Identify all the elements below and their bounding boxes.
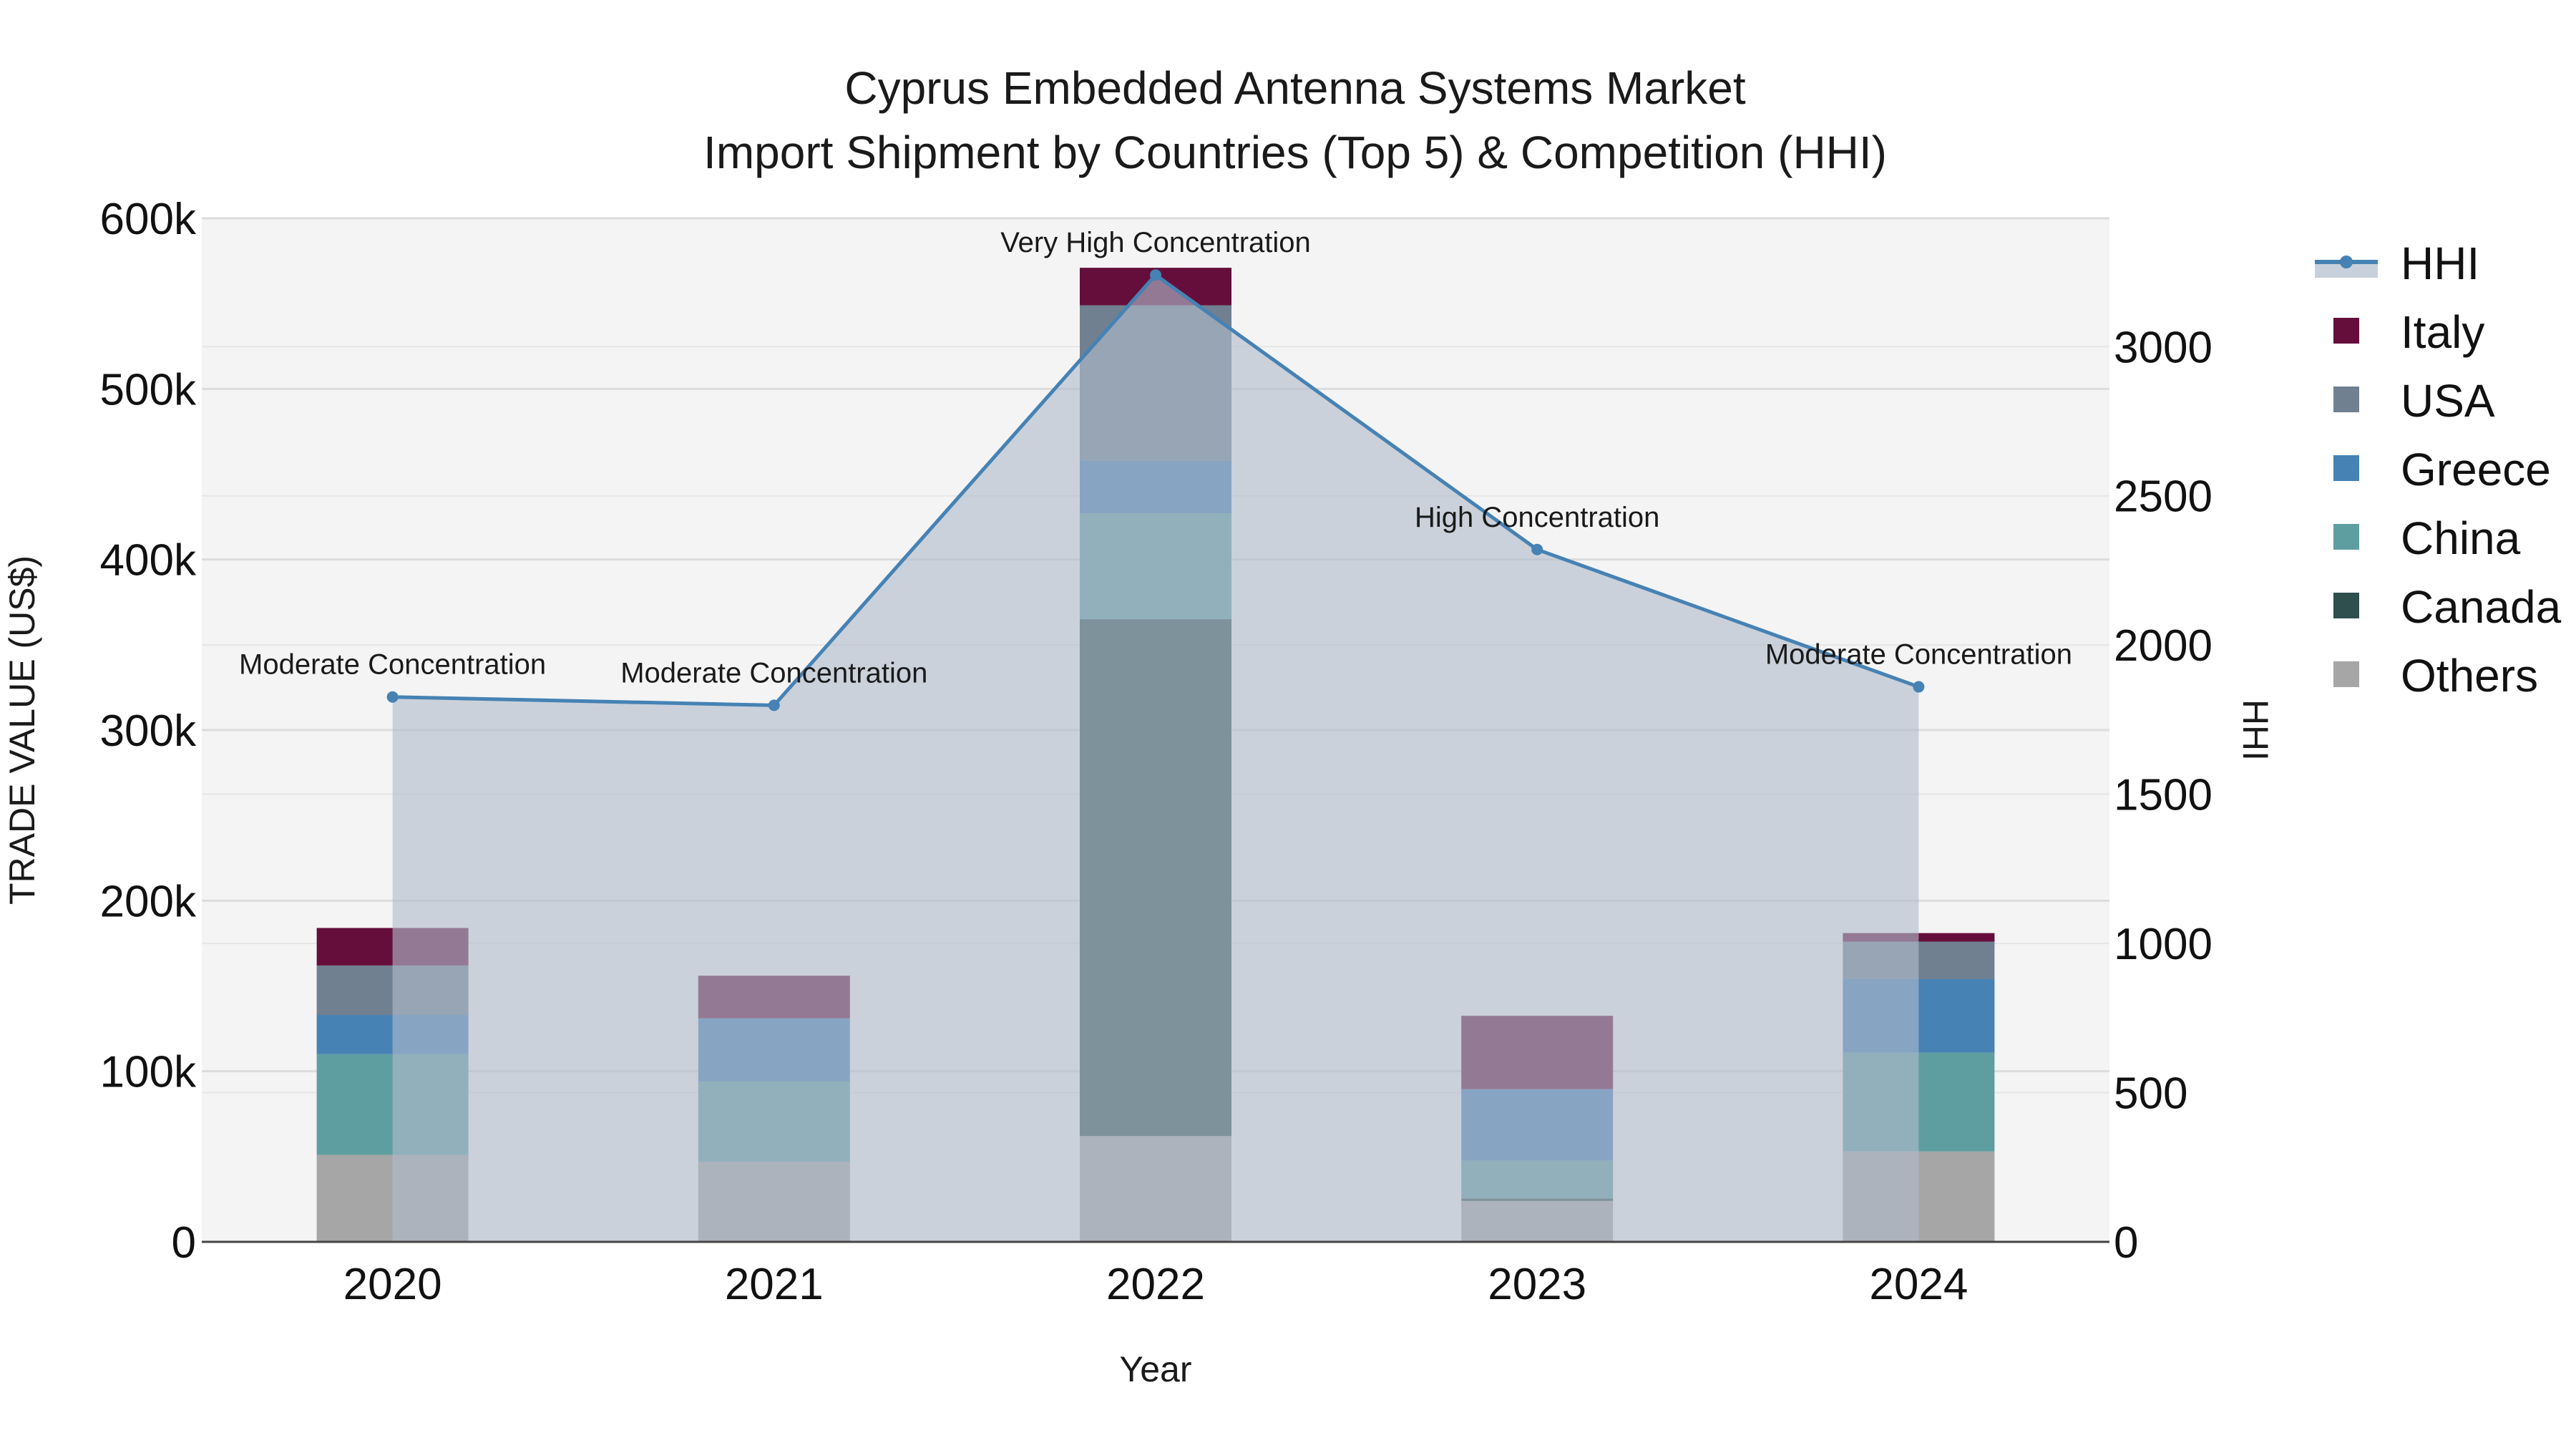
hhi-annotation-2024: Moderate Concentration: [1765, 639, 2072, 671]
legend-label-hhi: HHI: [2401, 238, 2479, 289]
x-axis-title: Year: [1119, 1349, 1191, 1389]
legend-swatch-others: [2333, 661, 2359, 687]
y2-tick-label: 3000: [2114, 323, 2212, 372]
x-tick-label-2024: 2024: [1869, 1260, 1968, 1309]
y2-tick-label: 0: [2114, 1218, 2138, 1268]
legend-swatch-greece: [2333, 455, 2359, 481]
legend-label-others: Others: [2401, 650, 2538, 701]
legend-label-greece: Greece: [2401, 444, 2551, 495]
legend-label-china: China: [2401, 512, 2521, 564]
hhi-annotation-2021: Moderate Concentration: [620, 657, 927, 689]
y2-axis-title: HHI: [2235, 699, 2275, 761]
y2-tick-label: 1000: [2114, 920, 2212, 969]
y-tick-label: 500k: [100, 365, 197, 414]
legend-swatch-hhi-marker: [2340, 256, 2353, 268]
legend-label-canada: Canada: [2401, 581, 2562, 633]
hhi-annotation-2023: High Concentration: [1415, 502, 1659, 533]
x-tick-label-2022: 2022: [1106, 1260, 1205, 1309]
legend-swatch-usa: [2333, 387, 2359, 412]
hhi-annotation-2022: Very High Concentration: [1000, 227, 1311, 258]
y2-tick-label: 2500: [2114, 472, 2212, 522]
hhi-point-2023: [1531, 543, 1543, 555]
y2-tick-label: 1500: [2114, 771, 2212, 820]
hhi-area: [392, 275, 1919, 1242]
y-tick-label: 0: [172, 1218, 196, 1268]
chart-title-line-1: Cyprus Embedded Antenna Systems Market: [844, 62, 1746, 114]
hhi-point-2020: [386, 691, 399, 703]
y2-tick-label: 500: [2114, 1069, 2187, 1119]
legend-swatch-china: [2333, 524, 2359, 550]
legend-label-italy: Italy: [2401, 306, 2484, 358]
y2-tick-label: 2000: [2114, 621, 2212, 671]
y-tick-label: 600k: [100, 195, 197, 244]
y-tick-label: 300k: [100, 706, 197, 756]
legend-swatch-canada: [2333, 593, 2359, 618]
y-axis-title: TRADE VALUE (US$): [2, 555, 42, 905]
chart-title-line-2: Import Shipment by Countries (Top 5) & C…: [703, 127, 1887, 178]
legend-swatch-hhi-area: [2315, 262, 2378, 278]
x-tick-label-2020: 2020: [343, 1260, 442, 1309]
hhi-point-2021: [768, 699, 780, 711]
hhi-point-2024: [1913, 681, 1925, 693]
x-tick-label-2023: 2023: [1488, 1260, 1586, 1309]
y-tick-label: 200k: [100, 877, 197, 926]
y-tick-label: 100k: [100, 1048, 197, 1097]
y-tick-label: 400k: [100, 536, 197, 585]
legend-swatch-italy: [2333, 318, 2359, 344]
hhi-annotation-2020: Moderate Concentration: [239, 649, 546, 681]
legend-label-usa: USA: [2401, 375, 2495, 427]
hhi-point-2022: [1150, 269, 1161, 281]
x-tick-label-2021: 2021: [725, 1260, 824, 1309]
